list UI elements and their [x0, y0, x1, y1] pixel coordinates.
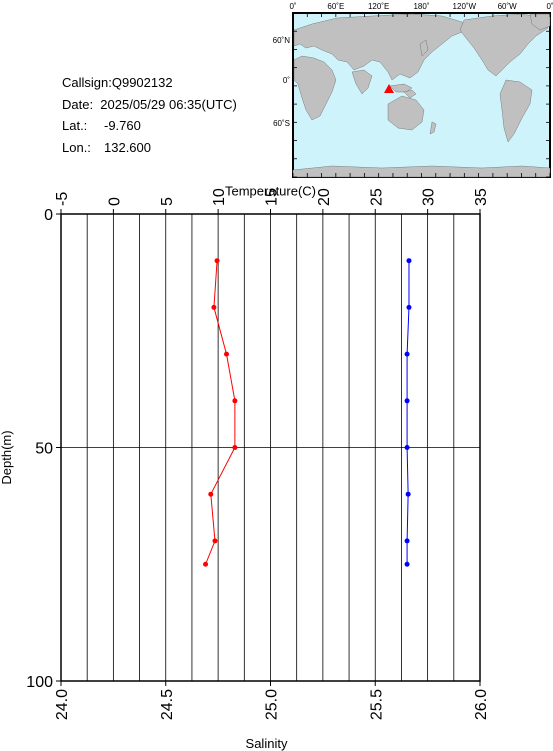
latitude-value: -9.760: [104, 118, 141, 133]
plot-grid: [61, 214, 480, 681]
temperature-data-point: [232, 398, 238, 404]
salinity-tick-label: 24.5: [159, 689, 176, 720]
salinity-axis-label: Salinity: [246, 736, 288, 751]
salinity-tick-label: 25.5: [368, 689, 385, 720]
depth-tick-label: 0: [44, 207, 53, 224]
map-latitude-label: 60˚S: [273, 119, 290, 128]
temperature-tick-label: -5: [54, 192, 71, 206]
temperature-data-point: [211, 304, 217, 310]
salinity-tick-label: 25.0: [264, 689, 281, 720]
land-south-america: [499, 79, 533, 143]
salinity-data-point: [404, 445, 410, 450]
map-landmasses: [292, 13, 551, 178]
callsign-text: Callsign:Q9902132: [62, 75, 173, 90]
depth-axis-label: Depth(m): [0, 430, 14, 484]
temperature-data-point: [212, 538, 218, 544]
temperature-data-point: [208, 491, 214, 497]
temperature-ticks: -5 0 5 10 15 20 25 30 35: [54, 188, 490, 214]
station-location-marker: [384, 84, 394, 93]
longitude-label: Lon.:: [62, 139, 91, 155]
profile-chart: Temperature(C) Salinity Depth(m) -5 0 5 10 1…: [0, 184, 490, 751]
map-longitude-labels: 0˚ 60˚E 120˚E 180˚ 120˚W 60˚W 0˚: [289, 2, 553, 11]
map-longitude-label: 0˚: [289, 2, 296, 11]
salinity-data-point: [405, 491, 411, 497]
salinity-data-point: [404, 561, 410, 567]
salinity-data-point: [406, 304, 412, 310]
map-latitude-label: 60˚N: [273, 36, 291, 45]
depth-tick-label: 100: [26, 674, 53, 691]
map-longitude-label: 60˚E: [327, 2, 344, 11]
temperature-profile-line: [205, 260, 236, 565]
salinity-ticks: 24.0 24.5 25.0 25.5 26.0: [54, 681, 490, 720]
map-longitude-label: 120˚E: [368, 2, 389, 11]
location-map: 0˚ 60˚E 120˚E 180˚ 120˚W 60˚W 0˚ 60˚N 0˚ 60˚S: [273, 2, 553, 178]
map-longitude-label: 60˚W: [498, 2, 518, 11]
depth-tick-label: 50: [35, 441, 53, 458]
land-australia: [387, 95, 425, 131]
temperature-tick-label: 25: [368, 188, 385, 206]
temperature-tick-label: 30: [421, 188, 438, 206]
map-longitude-label: 180˚: [413, 2, 429, 11]
salinity-profile-line: [406, 260, 410, 565]
salinity-data-point: [404, 538, 410, 544]
map-frame-ticks: [292, 12, 551, 178]
salinity-tick-label: 24.0: [54, 689, 71, 720]
latitude-row: Lat.: -9.760: [62, 115, 237, 137]
temperature-tick-label: 15: [264, 188, 281, 206]
temperature-tick-label: 0: [106, 197, 123, 206]
temperature-tick-label: 10: [211, 188, 228, 206]
land-africa: [293, 55, 337, 121]
date-text: Date: 2025/05/29 06:35(UTC): [62, 96, 237, 112]
depth-ticks: 0 50 100: [26, 207, 61, 691]
longitude-value: 132.600: [104, 139, 151, 155]
temperature-data-point: [224, 351, 230, 357]
land-greenland: [529, 13, 551, 31]
salinity-tick-label: 26.0: [473, 689, 490, 720]
longitude-row: Lon.: 132.600: [62, 137, 237, 159]
temperature-data-point: [203, 561, 209, 567]
land-eurasia: [293, 13, 468, 81]
map-latitude-labels: 60˚N 0˚ 60˚S: [273, 36, 291, 128]
salinity-data-point: [404, 398, 410, 404]
temperature-data-point: [214, 258, 220, 264]
series-layer: [203, 258, 412, 567]
temperature-axis-label: Temperature(C): [225, 184, 316, 199]
land-japan: [419, 39, 429, 57]
land-new-guinea: [403, 89, 417, 99]
temperature-tick-label: 5: [159, 197, 176, 206]
salinity-data-point: [406, 258, 412, 264]
map-longitude-label: 120˚W: [453, 2, 477, 11]
temperature-data-point: [232, 445, 238, 450]
temperature-tick-label: 20: [316, 188, 333, 206]
land-indonesia: [389, 83, 413, 93]
land-new-zealand: [429, 121, 437, 135]
map-latitude-label: 0˚: [283, 76, 290, 85]
salinity-data-point: [404, 351, 410, 357]
temperature-tick-label: 35: [473, 188, 490, 206]
latitude-label: Lat.:: [62, 118, 88, 133]
land-india: [351, 69, 373, 95]
station-info: Callsign:Q9902132 Date: 2025/05/29 06:35…: [62, 72, 237, 158]
map-longitude-label: 0˚: [546, 2, 553, 11]
